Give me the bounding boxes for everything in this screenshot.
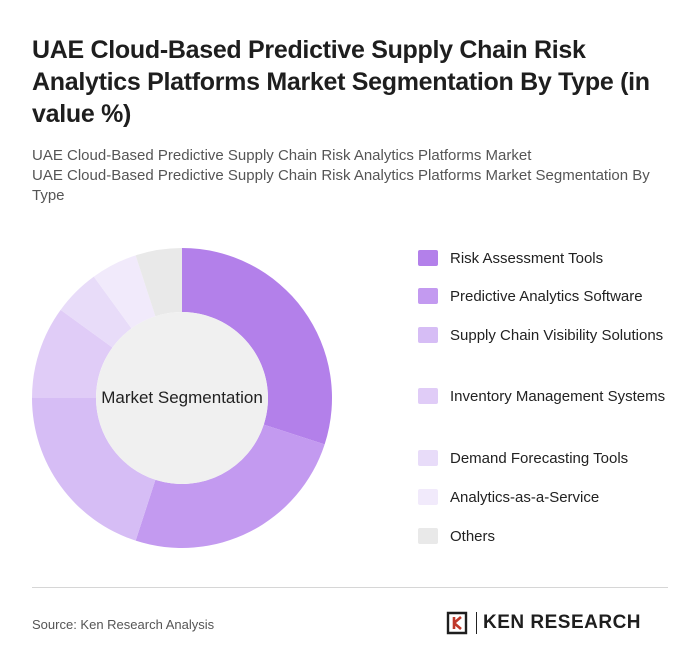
ken-research-logo-icon bbox=[446, 611, 468, 635]
ken-research-logo: KEN RESEARCH bbox=[446, 611, 641, 635]
legend-swatch bbox=[418, 388, 438, 404]
legend-label: Demand Forecasting Tools bbox=[450, 450, 629, 467]
legend-swatch bbox=[418, 528, 438, 544]
legend-label: Inventory Management Systems bbox=[450, 388, 666, 405]
donut-slice-5 bbox=[60, 276, 132, 348]
donut-slice-4 bbox=[32, 309, 113, 398]
legend-item: Predictive Analytics Software bbox=[418, 286, 670, 308]
legend-swatch bbox=[418, 250, 438, 266]
logo-separator bbox=[476, 612, 477, 634]
donut-slice-2 bbox=[135, 424, 325, 548]
legend-swatch bbox=[418, 450, 438, 466]
donut-slice-7 bbox=[135, 248, 182, 317]
legend-item: Analytics-as-a-Service bbox=[418, 487, 670, 509]
chart-title: UAE Cloud-Based Predictive Supply Chain … bbox=[32, 36, 650, 128]
logo-wordmark: KEN RESEARCH bbox=[483, 612, 642, 633]
subtitle-line-2: UAE Cloud-Based Predictive Supply Chain … bbox=[32, 167, 650, 204]
legend-item: Risk Assessment Tools bbox=[418, 248, 670, 270]
donut-slice-6 bbox=[93, 255, 156, 329]
legend-label: Predictive Analytics Software bbox=[450, 288, 643, 305]
donut-slice-1 bbox=[182, 248, 332, 445]
donut-chart bbox=[31, 248, 332, 548]
source-note: Source: Ken Research Analysis bbox=[32, 617, 215, 632]
legend-label: Analytics-as-a-Service bbox=[450, 489, 600, 506]
chart-subtitle: UAE Cloud-Based Predictive Supply Chain … bbox=[32, 146, 682, 206]
legend-label: Risk Assessment Tools bbox=[450, 250, 604, 267]
legend-label: Others bbox=[450, 528, 496, 545]
legend-label: Supply Chain Visibility Solutions bbox=[450, 327, 664, 344]
donut-hole bbox=[96, 312, 268, 484]
legend-item: Demand Forecasting Tools bbox=[418, 448, 670, 470]
legend-swatch bbox=[418, 288, 438, 304]
legend-item: Supply Chain Visibility Solutions bbox=[418, 325, 670, 347]
legend-item: Inventory Management Systems bbox=[418, 386, 670, 408]
footer-divider bbox=[32, 587, 668, 588]
legend-swatch bbox=[418, 327, 438, 343]
legend-swatch bbox=[418, 489, 438, 505]
legend-item: Others bbox=[418, 526, 670, 548]
subtitle-line-1: UAE Cloud-Based Predictive Supply Chain … bbox=[32, 147, 532, 164]
donut-slice-3 bbox=[31, 398, 156, 541]
